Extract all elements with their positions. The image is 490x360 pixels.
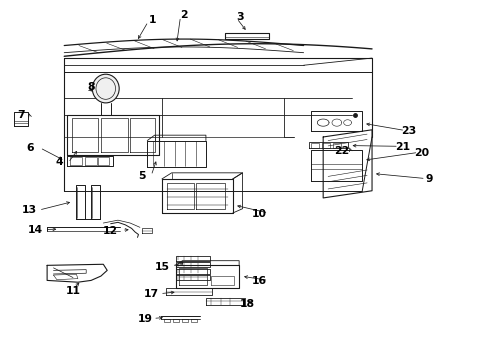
Text: 7: 7 bbox=[18, 111, 25, 121]
Ellipse shape bbox=[92, 74, 119, 103]
Text: 21: 21 bbox=[395, 142, 410, 152]
Text: 12: 12 bbox=[103, 226, 118, 236]
Text: 3: 3 bbox=[236, 12, 244, 22]
Text: 22: 22 bbox=[334, 146, 349, 156]
Text: 15: 15 bbox=[154, 262, 170, 272]
Text: 6: 6 bbox=[26, 143, 34, 153]
Text: 8: 8 bbox=[87, 82, 95, 92]
Text: 11: 11 bbox=[66, 286, 80, 296]
Text: 16: 16 bbox=[252, 276, 267, 286]
Text: 9: 9 bbox=[426, 174, 434, 184]
Text: 19: 19 bbox=[137, 314, 152, 324]
Text: 1: 1 bbox=[148, 15, 156, 26]
Text: 13: 13 bbox=[22, 206, 37, 216]
Text: 23: 23 bbox=[401, 126, 416, 135]
Text: 4: 4 bbox=[55, 157, 63, 167]
Text: 5: 5 bbox=[139, 171, 146, 181]
Text: 20: 20 bbox=[415, 148, 429, 158]
Text: 14: 14 bbox=[28, 225, 44, 235]
Text: 18: 18 bbox=[240, 299, 255, 309]
Text: 2: 2 bbox=[180, 10, 188, 20]
Text: 17: 17 bbox=[144, 289, 159, 299]
Text: 10: 10 bbox=[252, 209, 267, 219]
